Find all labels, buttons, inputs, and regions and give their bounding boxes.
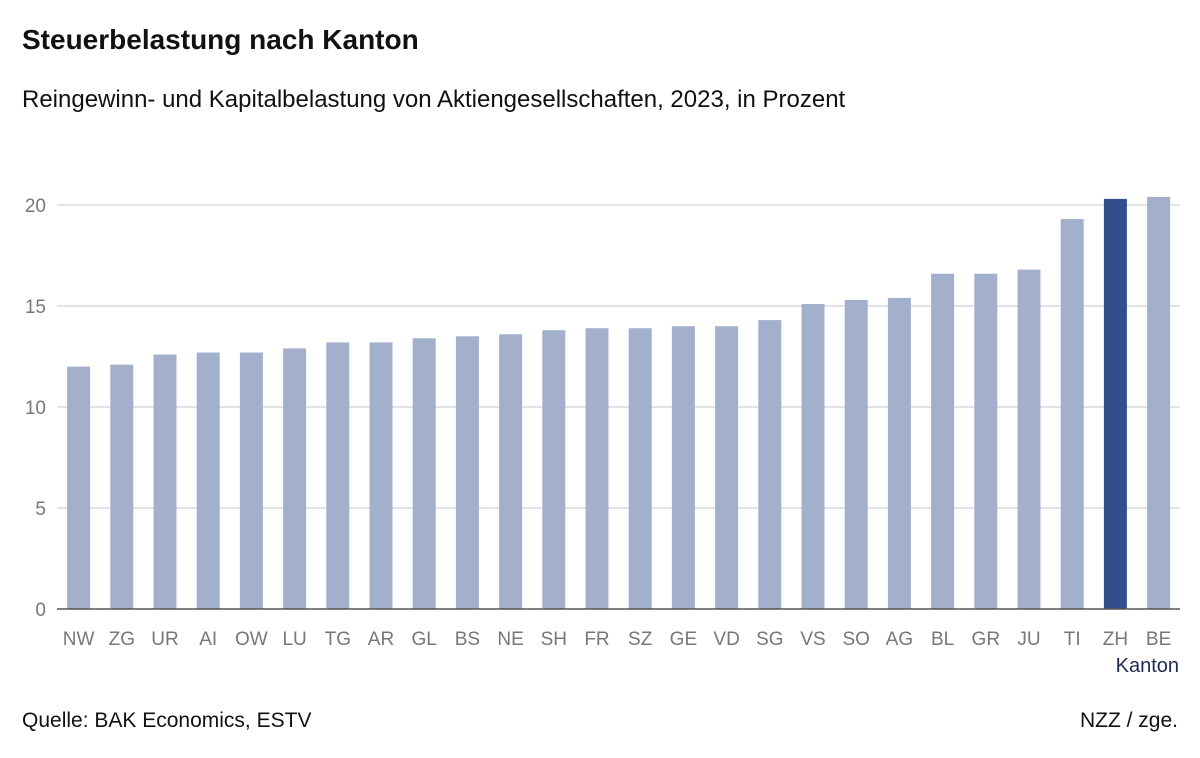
bar-ti <box>1060 219 1084 609</box>
bar-ge <box>671 326 695 609</box>
x-tick-label-so: SO <box>842 629 869 650</box>
x-tick-label-zh: ZH <box>1103 629 1128 650</box>
x-tick-label-ag: AG <box>886 629 913 650</box>
bars <box>67 196 1171 609</box>
bar-fr <box>585 328 609 609</box>
bar-ju <box>1017 269 1041 609</box>
y-tick-label: 10 <box>25 398 46 419</box>
y-tick-label: 15 <box>25 297 46 318</box>
x-tick-label-gr: GR <box>972 629 1001 650</box>
gridlines <box>57 204 1180 509</box>
y-tick-label: 20 <box>25 196 46 217</box>
bar-be <box>1147 196 1171 609</box>
bar-sh <box>542 330 566 609</box>
bar-bs <box>455 336 479 609</box>
x-tick-label-gl: GL <box>412 629 437 650</box>
bar-so <box>844 299 868 609</box>
chart-title: Steuerbelastung nach Kanton <box>22 24 419 55</box>
bar-lu <box>283 348 307 609</box>
x-tick-label-sh: SH <box>541 629 567 650</box>
bar-ag <box>887 297 911 609</box>
tick-labels: 0 5 10 15 20 NW ZG UR AI OW LU TG AR GL BS NE SH FR SZ GE VD… <box>25 196 1171 650</box>
bar-ow <box>239 352 263 609</box>
bar-ar <box>369 342 393 609</box>
y-tick-label: 5 <box>35 499 46 520</box>
x-tick-label-ne: NE <box>497 629 523 650</box>
x-tick-label-vd: VD <box>713 629 739 650</box>
bar-zh <box>1103 198 1127 609</box>
bar-vd <box>715 326 739 609</box>
y-tick-label: 0 <box>35 600 46 621</box>
x-tick-label-zg: ZG <box>109 629 135 650</box>
bar-zg <box>110 364 134 609</box>
credit-note: NZZ / zge. <box>1079 709 1178 732</box>
bar-bl <box>931 273 955 609</box>
bar-ai <box>196 352 220 609</box>
chart-subtitle: Reingewinn- und Kapitalbelastung von Akt… <box>22 86 846 113</box>
x-tick-label-ar: AR <box>368 629 394 650</box>
x-tick-label-vs: VS <box>800 629 825 650</box>
bar-vs <box>801 304 825 609</box>
x-tick-label-fr: FR <box>584 629 609 650</box>
bar-ne <box>499 334 523 609</box>
bar-gl <box>412 338 436 609</box>
x-tick-label-sz: SZ <box>628 629 653 650</box>
x-tick-label-ow: OW <box>235 629 268 650</box>
x-axis-title: Kanton <box>1116 655 1179 677</box>
bar-gr <box>974 273 998 609</box>
x-tick-label-bl: BL <box>931 629 954 650</box>
bar-sg <box>758 320 782 609</box>
x-tick-label-ti: TI <box>1064 629 1081 650</box>
x-tick-label-sg: SG <box>756 629 783 650</box>
bar-tg <box>326 342 350 609</box>
source-note: Quelle: BAK Economics, ESTV <box>22 709 312 732</box>
x-tick-label-ai: AI <box>199 629 217 650</box>
x-tick-label-be: BE <box>1146 629 1171 650</box>
x-tick-label-ju: JU <box>1017 629 1040 650</box>
x-tick-label-tg: TG <box>325 629 351 650</box>
bar-ur <box>153 354 177 609</box>
bar-nw <box>67 366 91 609</box>
x-tick-label-ur: UR <box>151 629 178 650</box>
bar-sz <box>628 328 652 609</box>
x-tick-label-ge: GE <box>670 629 697 650</box>
x-tick-label-nw: NW <box>63 629 95 650</box>
x-tick-label-lu: LU <box>282 629 306 650</box>
x-tick-label-bs: BS <box>455 629 480 650</box>
